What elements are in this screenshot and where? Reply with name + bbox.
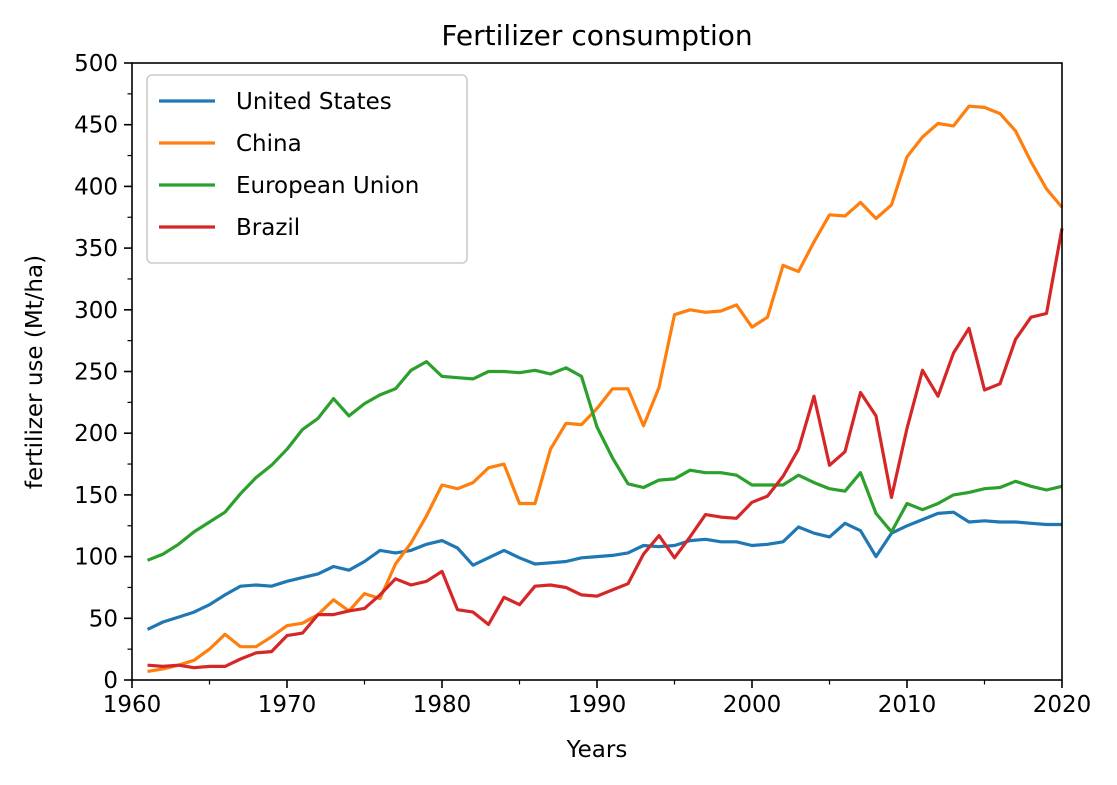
y-tick-label: 500 bbox=[74, 51, 118, 77]
y-tick-label: 400 bbox=[74, 174, 118, 200]
y-tick-label: 350 bbox=[74, 236, 118, 262]
x-axis-label: Years bbox=[566, 737, 628, 763]
series-line-3 bbox=[147, 228, 1064, 670]
series-line-0 bbox=[146, 510, 1062, 631]
x-tick-label: 2020 bbox=[1033, 692, 1092, 718]
legend-label-1: China bbox=[236, 131, 302, 157]
x-tick-label: 1980 bbox=[413, 692, 472, 718]
x-tick-label: 2010 bbox=[878, 692, 937, 718]
legend-box bbox=[146, 74, 468, 264]
y-tick-label: 450 bbox=[74, 113, 118, 139]
series-line-1 bbox=[147, 104, 1064, 673]
series-layer bbox=[146, 104, 1064, 673]
legend-label-2: European Union bbox=[236, 173, 419, 199]
series-line-2 bbox=[146, 360, 1063, 562]
y-axis-label: fertilizer use (Mt/ha) bbox=[22, 255, 48, 489]
y-axis: 0 50 100 150 200 250 300 350 400 450 500 bbox=[74, 51, 132, 694]
y-tick-label: 100 bbox=[74, 545, 118, 571]
legend-label-3: Brazil bbox=[236, 215, 300, 241]
x-axis: 1960 1970 1980 1990 2000 2010 2020 bbox=[103, 680, 1092, 718]
y-tick-label: 50 bbox=[89, 606, 118, 632]
y-tick-label: 150 bbox=[74, 483, 118, 509]
chart-title: Fertilizer consumption bbox=[441, 19, 752, 52]
y-tick-label: 300 bbox=[74, 298, 118, 324]
plot-area: 1960 1970 1980 1990 2000 2010 2020 0 50 100 150 20… bbox=[74, 51, 1091, 718]
y-tick-label: 0 bbox=[103, 668, 118, 694]
x-tick-label: 1990 bbox=[568, 692, 627, 718]
legend-label-0: United States bbox=[236, 89, 392, 115]
legend: United States China European Union Brazil bbox=[146, 74, 468, 264]
x-tick-label: 2000 bbox=[723, 692, 782, 718]
x-tick-label: 1970 bbox=[258, 692, 317, 718]
y-tick-label: 250 bbox=[74, 360, 118, 386]
x-tick-label: 1960 bbox=[103, 692, 162, 718]
y-tick-label: 200 bbox=[74, 421, 118, 447]
